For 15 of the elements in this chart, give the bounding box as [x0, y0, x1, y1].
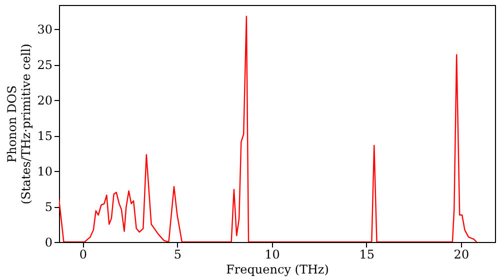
- x-axis-title: Frequency (THz): [226, 262, 329, 276]
- y-tick-label: 10: [37, 164, 52, 179]
- x-tick-label: 0: [79, 248, 87, 262]
- x-tick-label: 15: [359, 248, 375, 262]
- x-tick-label: 5: [174, 248, 182, 262]
- x-tick-label: 10: [264, 248, 280, 262]
- y-tick-label: 20: [37, 94, 52, 108]
- y-tick-label: 5: [44, 200, 52, 214]
- x-tick-label: 20: [454, 248, 470, 262]
- y-tick-label: 25: [37, 58, 52, 72]
- y-tick-label: 15: [37, 129, 52, 144]
- line-series: [59, 16, 478, 242]
- y-tick-label: 0: [44, 236, 52, 250]
- y-tick-label: 30: [37, 22, 52, 37]
- y-axis-title: Phonon DOS (States/THz·primitive cell): [5, 44, 34, 204]
